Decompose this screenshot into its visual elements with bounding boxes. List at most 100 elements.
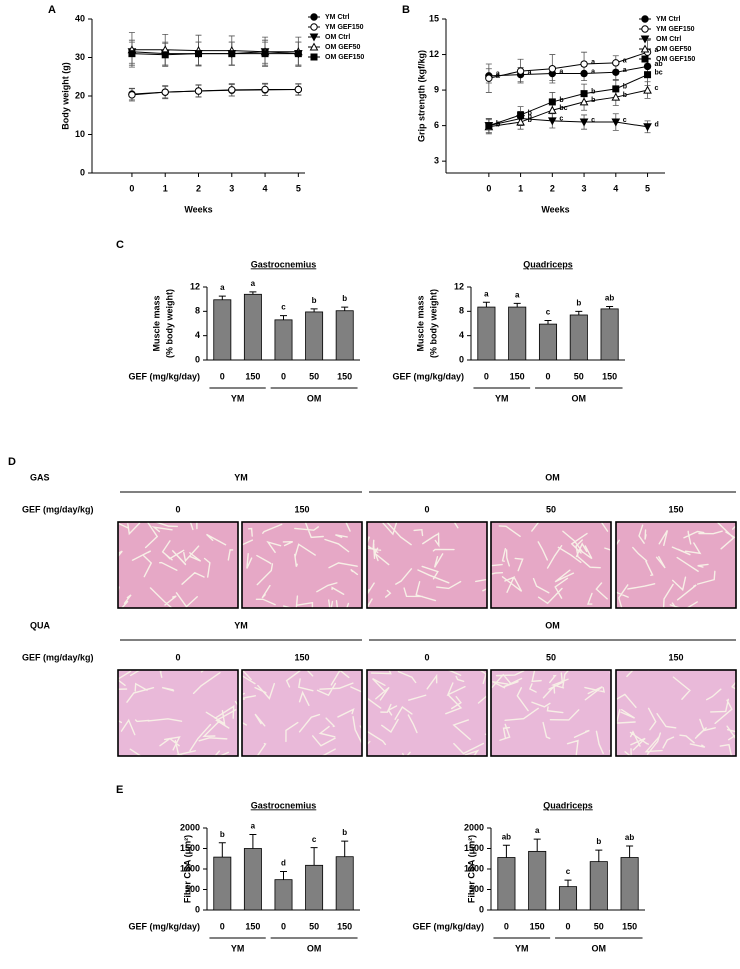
x-tick-label: 150 bbox=[337, 921, 352, 931]
chart-title: Quadriceps bbox=[543, 800, 593, 810]
significance-letter: a bbox=[251, 279, 256, 288]
significance-letter: b bbox=[576, 298, 581, 307]
marker bbox=[517, 111, 525, 119]
x-tick-label: 0 bbox=[504, 921, 509, 931]
fiber-borders bbox=[616, 670, 736, 756]
x-axis-label: Weeks bbox=[541, 204, 569, 214]
significance-letter: a bbox=[591, 68, 595, 75]
error-bar bbox=[218, 295, 226, 300]
significance-letter: c bbox=[623, 117, 627, 124]
legend-label: OM GEF150 bbox=[656, 56, 695, 63]
marker bbox=[640, 35, 650, 44]
bar bbox=[497, 857, 516, 911]
y-tick-label: 1500 bbox=[180, 843, 200, 853]
y-tick-label: 0 bbox=[195, 904, 200, 914]
x-tick-label: 150 bbox=[622, 921, 637, 931]
x-tick-label: 0 bbox=[220, 921, 225, 931]
y-tick-label: 1000 bbox=[180, 863, 200, 873]
error-bar bbox=[218, 842, 226, 858]
histology-image bbox=[367, 670, 487, 756]
marker bbox=[640, 44, 650, 53]
bar bbox=[335, 310, 354, 361]
marker bbox=[309, 33, 319, 42]
marker bbox=[641, 25, 649, 33]
y-tick-label: 30 bbox=[75, 52, 85, 62]
marker bbox=[579, 97, 589, 106]
legend-label: YM GEF150 bbox=[656, 26, 695, 33]
histology-image bbox=[491, 522, 611, 608]
y-axis-label: Grip strength (kgf/kg) bbox=[416, 50, 426, 142]
x-tick-label: 50 bbox=[574, 371, 584, 381]
x-tick-label: 4 bbox=[613, 183, 618, 193]
x-tick-label: 1 bbox=[518, 183, 523, 193]
chart-title: Gastrocnemius bbox=[251, 800, 317, 810]
series-line bbox=[488, 89, 648, 128]
marker bbox=[261, 85, 269, 94]
x-tick-label: 5 bbox=[296, 183, 301, 193]
bar bbox=[274, 319, 293, 361]
x-tick-label: 2 bbox=[196, 183, 201, 193]
marker bbox=[548, 98, 556, 106]
error-bar bbox=[606, 305, 614, 309]
histology-image bbox=[616, 522, 736, 608]
group-label: YM bbox=[234, 620, 248, 630]
x-tick-label: 150 bbox=[530, 921, 545, 931]
significance-letter: b bbox=[342, 294, 347, 303]
marker bbox=[580, 90, 588, 98]
legend-label: OM GEF150 bbox=[325, 54, 364, 61]
significance-letter: b bbox=[496, 120, 500, 127]
panel-label: B bbox=[402, 4, 410, 16]
marker bbox=[611, 92, 621, 101]
histology-image bbox=[118, 670, 238, 756]
y-tick-label: 15 bbox=[429, 13, 439, 23]
x-tick-label: 150 bbox=[510, 371, 525, 381]
y-axis-label: (% body weight) bbox=[428, 289, 438, 358]
significance-letter: c bbox=[281, 303, 286, 312]
bar bbox=[600, 308, 619, 361]
bar bbox=[213, 856, 232, 911]
marker bbox=[128, 50, 136, 58]
marker bbox=[294, 85, 303, 94]
histology-image bbox=[242, 522, 362, 608]
significance-letter: c bbox=[655, 85, 659, 92]
y-tick-label: 8 bbox=[195, 306, 200, 316]
x-tick-label: 50 bbox=[594, 921, 604, 931]
legend-label: OM Ctrl bbox=[656, 36, 681, 43]
panel-label: D bbox=[8, 456, 16, 468]
group-label: YM bbox=[515, 943, 529, 953]
x-tick-label: 50 bbox=[309, 921, 319, 931]
histology-texture bbox=[367, 670, 487, 756]
image-frame bbox=[490, 521, 612, 609]
y-tick-label: 2000 bbox=[464, 822, 484, 832]
group-label: YM bbox=[231, 943, 245, 953]
x-tick-label: 4 bbox=[263, 183, 268, 193]
y-axis-label: Fiber CSA (μm²) bbox=[466, 835, 476, 903]
histology-texture bbox=[491, 670, 611, 756]
x-tick-label: 0 bbox=[486, 183, 491, 193]
marker bbox=[161, 51, 169, 59]
bar bbox=[538, 323, 558, 361]
marker bbox=[261, 50, 269, 58]
y-axis-label: Muscle mass bbox=[415, 295, 425, 351]
significance-letter: a bbox=[496, 71, 500, 78]
error-bar bbox=[626, 845, 634, 858]
image-frame bbox=[117, 669, 239, 757]
error-bar bbox=[482, 301, 490, 308]
significance-letter: a bbox=[559, 68, 563, 75]
image-frame bbox=[117, 521, 239, 609]
histology-image bbox=[367, 522, 487, 608]
marker bbox=[643, 85, 652, 94]
marker bbox=[611, 118, 621, 127]
bar bbox=[335, 856, 354, 911]
panel-label: C bbox=[116, 239, 124, 251]
y-tick-label: 0 bbox=[80, 167, 85, 177]
error-bar bbox=[249, 834, 257, 849]
significance-letter: a bbox=[528, 70, 532, 77]
significance-letter: b bbox=[591, 88, 595, 95]
significance-letter: a bbox=[496, 73, 500, 80]
x-tick-label: 0 bbox=[565, 921, 570, 931]
significance-letter: b bbox=[496, 122, 500, 129]
histology-image bbox=[118, 522, 238, 608]
series-line bbox=[488, 74, 648, 127]
